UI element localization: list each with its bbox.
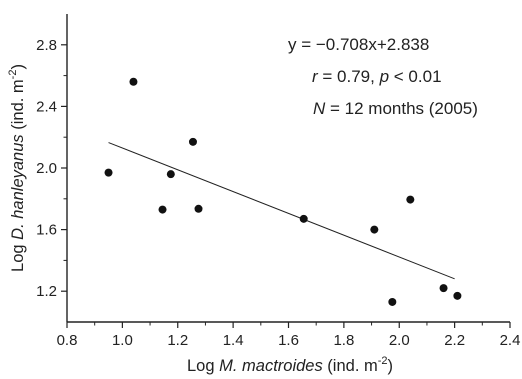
x-tick-label: 1.6	[278, 332, 299, 349]
y-tick-label: 2.4	[36, 98, 57, 115]
y-tick-label: 2.0	[36, 160, 57, 177]
data-point	[194, 204, 203, 213]
axes	[66, 14, 510, 323]
regression-line	[108, 142, 455, 280]
x-tick-label: 1.2	[167, 332, 188, 349]
annotation-sample-size: N = 12 months (2005)	[313, 99, 478, 118]
x-tick-label: 2.0	[389, 332, 410, 349]
x-tick-label: 1.4	[223, 332, 244, 349]
data-point	[370, 225, 379, 234]
y-tick-label: 1.2	[36, 283, 57, 300]
regression-layer	[108, 142, 455, 280]
x-axis-title: Log M. mactroides (ind. m-2)	[187, 355, 393, 375]
annotation-equation: y = −0.708x+2.838	[288, 35, 429, 54]
y-tick-label: 1.6	[36, 222, 57, 239]
data-points	[104, 77, 462, 306]
x-tick-label: 0.8	[57, 332, 78, 349]
ticks: 0.8 1.0 1.2 1.4 1.6 1.8 2.0 2.2 2.4 1.2 1.6 2.0 2.4 2…	[36, 37, 520, 349]
data-point	[439, 284, 448, 293]
data-point	[453, 291, 462, 300]
y-tick-label: 2.8	[36, 37, 57, 54]
data-point	[388, 297, 397, 306]
data-point	[166, 170, 175, 179]
x-tick-label: 1.0	[112, 332, 133, 349]
x-tick-label: 1.8	[333, 332, 354, 349]
annotation-stats: r = 0.79, p < 0.01	[312, 67, 442, 86]
data-point	[158, 205, 167, 214]
x-tick-label: 2.4	[500, 332, 521, 349]
data-point	[104, 168, 113, 177]
y-axis-title: Log D. hanleyanus (ind. m-2)	[7, 64, 27, 272]
data-point	[188, 137, 197, 146]
data-point	[299, 214, 308, 223]
data-point	[129, 77, 138, 86]
x-tick-label: 2.2	[444, 332, 465, 349]
data-point	[406, 195, 415, 204]
